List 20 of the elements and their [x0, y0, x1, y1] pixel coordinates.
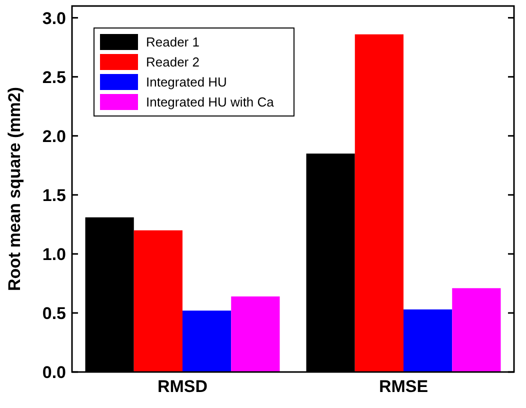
y-tick-label: 0.5 — [42, 304, 66, 323]
y-tick-label: 2.0 — [42, 126, 66, 146]
legend-label: Integrated HU with Ca — [146, 94, 275, 110]
bar — [452, 288, 501, 372]
legend-label: Integrated HU — [146, 74, 227, 90]
y-tick-label: 1.5 — [42, 186, 66, 205]
y-tick-label: 3.0 — [42, 8, 66, 28]
bar — [134, 230, 182, 372]
bar — [182, 310, 232, 372]
y-axis-title: Root mean square (mm2) — [5, 86, 24, 292]
y-tick-label: 1.0 — [42, 244, 66, 264]
legend-label: Reader 1 — [146, 34, 200, 50]
bar — [354, 34, 404, 372]
bar — [231, 296, 280, 372]
y-tick-label: 0.0 — [42, 362, 66, 382]
bar — [404, 309, 452, 372]
legend-label: Reader 2 — [146, 54, 200, 70]
y-tick-label: 2.5 — [42, 68, 66, 87]
x-tick-label: RMSD — [157, 377, 208, 396]
x-tick-label: RMSE — [378, 377, 428, 396]
